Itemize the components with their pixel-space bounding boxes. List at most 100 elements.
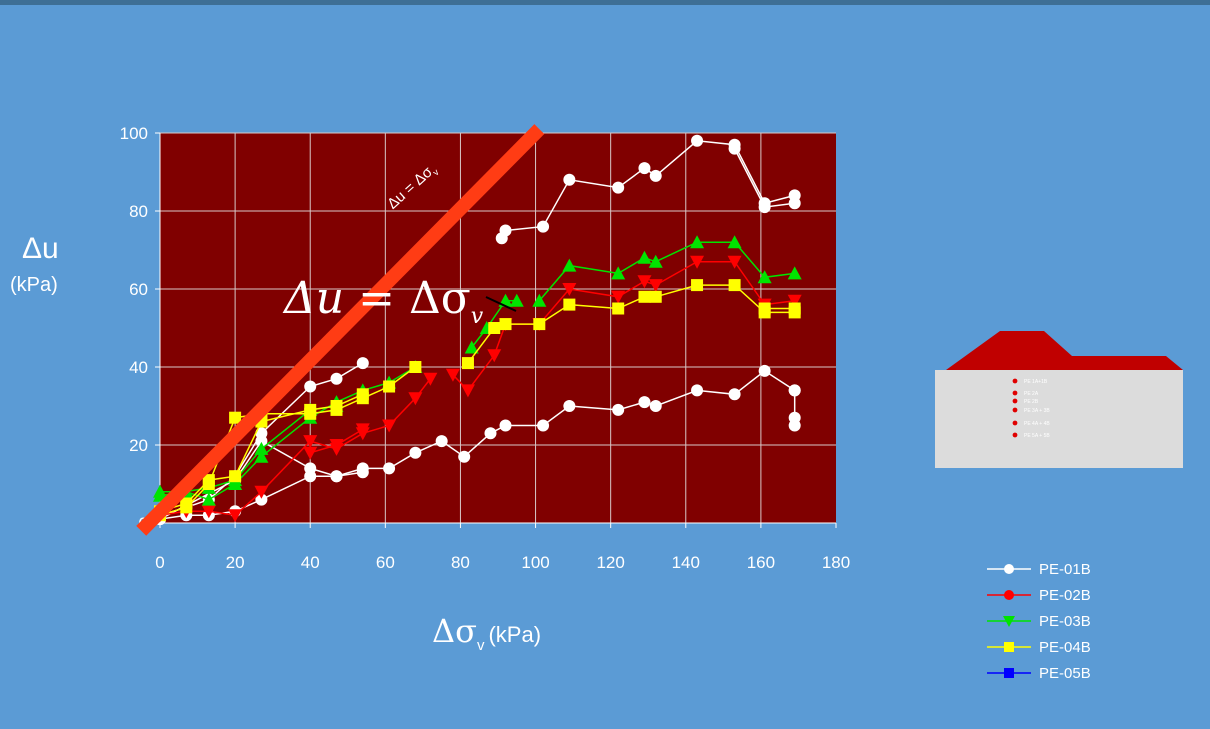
x-axis-label: Δσv (kPa): [432, 612, 541, 654]
sensor-dot: [1012, 390, 1018, 396]
sensor-dot: [1012, 378, 1018, 384]
data-point: [649, 400, 662, 412]
data-point: [1004, 668, 1014, 678]
data-point: [612, 302, 625, 315]
data-point: [612, 403, 625, 416]
data-point: [458, 450, 471, 463]
y-axis-label: Δu: [22, 232, 59, 265]
data-point: [728, 388, 741, 401]
data-point: [727, 255, 742, 269]
data-point: [180, 497, 193, 510]
sensor-label: PE 3A + 3B: [1024, 408, 1050, 414]
sensor-label: PE 2B: [1024, 399, 1039, 405]
legend-swatch: [987, 616, 1031, 627]
data-point: [330, 470, 343, 483]
legend-item: PE-05B: [985, 660, 1091, 686]
data-point: [382, 419, 397, 433]
data-point: [728, 142, 741, 155]
data-point: [255, 493, 268, 506]
data-point: [563, 173, 576, 186]
data-point: [499, 419, 512, 432]
data-point: [304, 380, 317, 393]
data-point: [788, 384, 801, 397]
x-tick-label: 0: [155, 553, 164, 572]
overlay-group: [136, 124, 545, 536]
data-point: [499, 224, 512, 237]
data-point: [202, 474, 215, 487]
x-tick-label: 160: [747, 553, 775, 572]
data-point: [648, 279, 663, 293]
data-point: [408, 392, 423, 406]
legend-label: PE-01B: [1039, 560, 1091, 578]
data-point: [254, 441, 269, 455]
data-point: [788, 197, 801, 210]
data-point: [757, 270, 772, 284]
reference-formula: Δu = Δσv: [284, 273, 483, 329]
data-point: [461, 357, 474, 370]
data-point: [788, 419, 801, 432]
data-point: [638, 290, 651, 303]
series-group: [153, 134, 802, 526]
data-point: [638, 396, 651, 409]
legend-label: PE-02B: [1039, 586, 1091, 604]
data-point: [562, 258, 577, 272]
data-point: [330, 400, 343, 412]
formula-pointer: [485, 296, 517, 312]
data-point: [228, 509, 243, 523]
sensor-dot: [1012, 398, 1018, 404]
data-point: [691, 134, 704, 147]
data-point: [637, 250, 652, 264]
dam-crest: [946, 331, 1183, 370]
data-point: [533, 318, 546, 331]
data-point: [638, 162, 651, 175]
legend-item: PE-01B: [985, 556, 1091, 582]
series-pe-04b: [154, 279, 801, 522]
y-axis-unit: (kPa): [10, 274, 58, 296]
data-point: [254, 485, 269, 499]
tick-labels: 020406080100120140160180020406080100: [120, 124, 851, 572]
data-point: [304, 462, 317, 475]
formula-lhs: Δu: [284, 273, 345, 324]
data-point: [611, 266, 626, 280]
sensor-label: PE 2A: [1024, 391, 1039, 397]
legend-item: PE-03B: [985, 608, 1091, 634]
data-point: [690, 235, 705, 249]
data-point: [758, 364, 771, 377]
data-point: [787, 266, 802, 280]
data-point: [758, 201, 771, 214]
legend-label: PE-03B: [1039, 612, 1091, 630]
sensor-dot: [1012, 420, 1018, 426]
sensor-markers: PE 1A+1B PE 2A PE 2B PE 3A + 3B PE 4A + 4B PE…: [1012, 378, 1050, 439]
data-point: [691, 279, 704, 292]
y-tick-label: 40: [129, 358, 148, 377]
data-point: [1004, 590, 1014, 600]
formula-equals: =: [344, 273, 409, 324]
data-point: [255, 435, 268, 448]
top-bar: [0, 0, 1210, 5]
data-point: [1004, 642, 1014, 652]
x-tick-label: 120: [596, 553, 624, 572]
formula-rhs: Δσ: [408, 273, 471, 324]
data-point: [487, 349, 502, 363]
sensor-dot: [1012, 432, 1018, 438]
data-point: [201, 492, 216, 506]
data-point: [304, 403, 317, 416]
reference-line: [136, 124, 545, 536]
x-tick-label: 80: [451, 553, 470, 572]
data-point: [649, 290, 662, 303]
data-point: [330, 372, 343, 385]
data-point: [488, 322, 501, 334]
data-point: [254, 449, 269, 463]
sensor-label: PE 4A + 4B: [1024, 421, 1050, 427]
data-point: [329, 439, 344, 452]
data-point: [356, 466, 369, 479]
legend-swatch: [987, 668, 1031, 678]
legend-item: PE-02B: [985, 582, 1091, 608]
y-tick-label: 20: [129, 436, 148, 455]
x-tick-label: 20: [226, 553, 245, 572]
data-point: [1004, 564, 1014, 574]
data-point: [563, 298, 576, 311]
data-point: [649, 169, 662, 182]
data-point: [201, 505, 216, 519]
